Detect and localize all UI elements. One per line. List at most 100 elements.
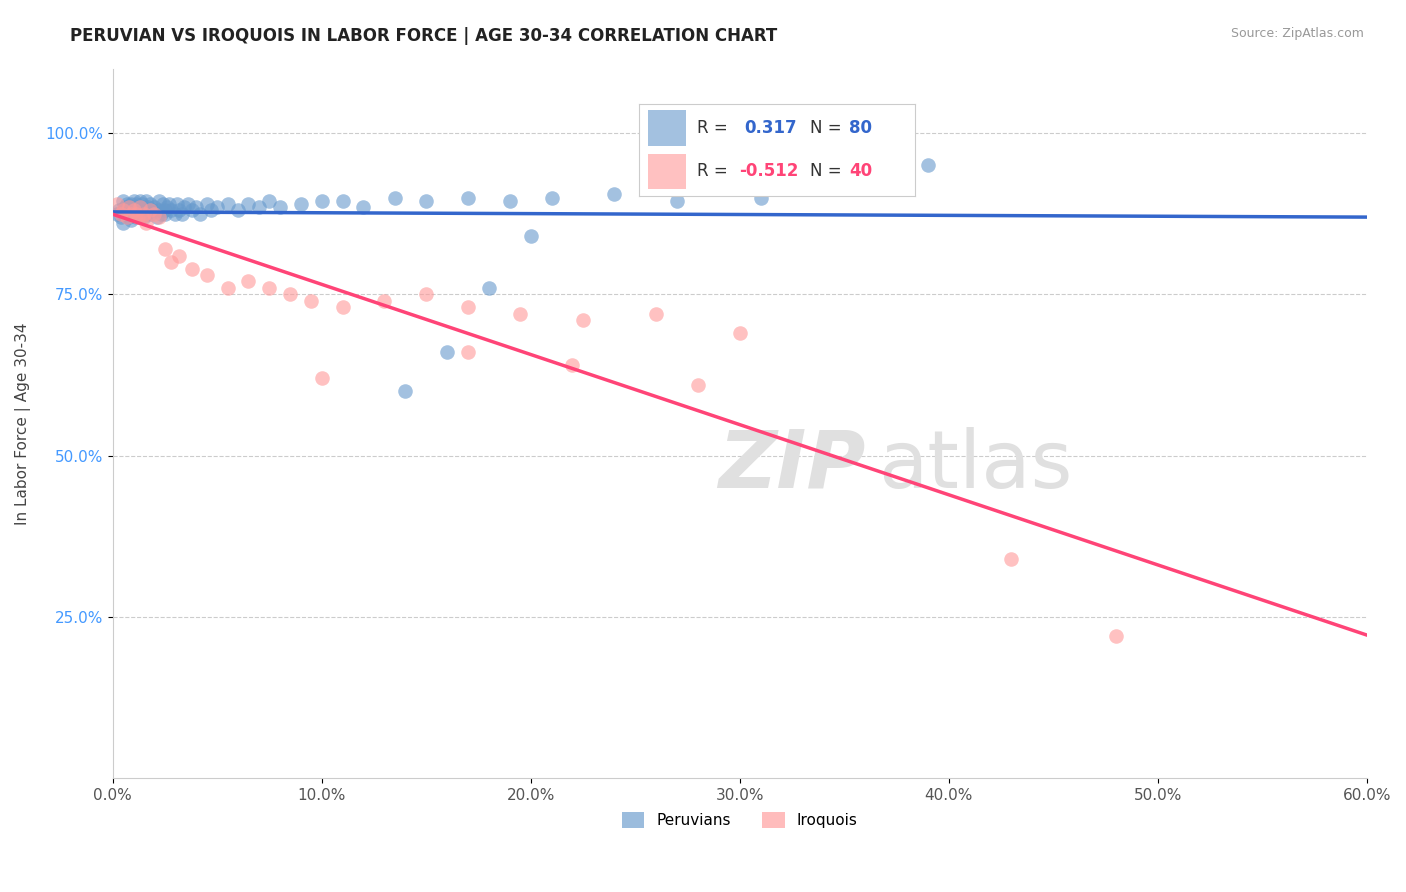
Point [290, 197, 312, 211]
Point [170, 207, 193, 221]
Point [149, 207, 172, 221]
Point [135, 207, 157, 221]
Point [195, 197, 218, 211]
Point [132, 207, 155, 221]
Point [143, 207, 166, 221]
Point [122, 203, 145, 218]
Point [105, 197, 128, 211]
Point [415, 194, 437, 208]
Text: Source: ZipAtlas.com: Source: ZipAtlas.com [1230, 27, 1364, 40]
Point [118, 210, 141, 224]
Point [148, 210, 170, 224]
Point [128, 200, 150, 214]
Point [181, 261, 204, 276]
Point [332, 194, 354, 208]
Point [177, 197, 200, 211]
Point [394, 384, 416, 398]
Point [143, 200, 166, 214]
Point [332, 300, 354, 314]
Point [572, 313, 595, 327]
Point [112, 194, 135, 208]
Point [148, 194, 170, 208]
Point [122, 203, 145, 218]
Point [131, 200, 153, 214]
Point [169, 203, 191, 218]
Point [110, 210, 132, 224]
Point [238, 275, 260, 289]
Point [728, 326, 751, 340]
Point [561, 359, 583, 373]
Legend: Peruvians, Iroquois: Peruvians, Iroquois [616, 806, 863, 834]
Point [749, 190, 772, 204]
Point [917, 158, 939, 172]
Point [436, 345, 458, 359]
Point [238, 197, 260, 211]
Point [132, 203, 155, 218]
Point [139, 207, 162, 221]
Text: PERUVIAN VS IROQUOIS IN LABOR FORCE | AGE 30-34 CORRELATION CHART: PERUVIAN VS IROQUOIS IN LABOR FORCE | AG… [70, 27, 778, 45]
Point [124, 207, 146, 221]
Point [114, 200, 136, 214]
Point [124, 200, 146, 214]
Point [132, 210, 155, 224]
Point [499, 194, 522, 208]
Point [1105, 629, 1128, 643]
Point [509, 307, 531, 321]
Point [148, 203, 170, 218]
Point [122, 207, 145, 221]
Point [166, 197, 188, 211]
Point [645, 307, 668, 321]
Point [139, 203, 162, 218]
Point [153, 203, 176, 218]
Point [115, 207, 138, 221]
Point [190, 207, 212, 221]
Point [478, 281, 501, 295]
Point [247, 200, 270, 214]
Point [519, 229, 541, 244]
Point [160, 203, 183, 218]
Point [115, 197, 138, 211]
Point [120, 207, 142, 221]
Point [169, 249, 191, 263]
Point [259, 281, 281, 295]
Text: atlas: atlas [877, 427, 1071, 505]
Point [200, 203, 222, 218]
Point [127, 203, 149, 218]
Point [415, 287, 437, 301]
Point [135, 194, 157, 208]
Point [373, 293, 395, 308]
Point [217, 197, 239, 211]
Point [131, 197, 153, 211]
Point [181, 203, 204, 218]
Point [156, 200, 179, 214]
Point [665, 194, 688, 208]
Point [352, 200, 374, 214]
Point [120, 213, 142, 227]
Point [127, 210, 149, 224]
Point [686, 377, 709, 392]
Point [152, 197, 174, 211]
Point [136, 200, 159, 214]
Point [457, 345, 479, 359]
Point [311, 371, 333, 385]
Point [186, 200, 208, 214]
Point [128, 194, 150, 208]
Point [157, 197, 180, 211]
Point [153, 207, 176, 221]
Point [384, 190, 406, 204]
Point [112, 203, 135, 218]
Point [118, 200, 141, 214]
Y-axis label: In Labor Force | Age 30-34: In Labor Force | Age 30-34 [15, 322, 31, 524]
Point [128, 210, 150, 224]
Point [131, 210, 153, 224]
Point [120, 197, 142, 211]
Point [105, 207, 128, 221]
Point [217, 281, 239, 295]
Point [1000, 552, 1022, 566]
Point [160, 255, 183, 269]
Point [832, 181, 855, 195]
Point [139, 197, 162, 211]
Point [110, 207, 132, 221]
Point [173, 200, 195, 214]
Point [311, 194, 333, 208]
